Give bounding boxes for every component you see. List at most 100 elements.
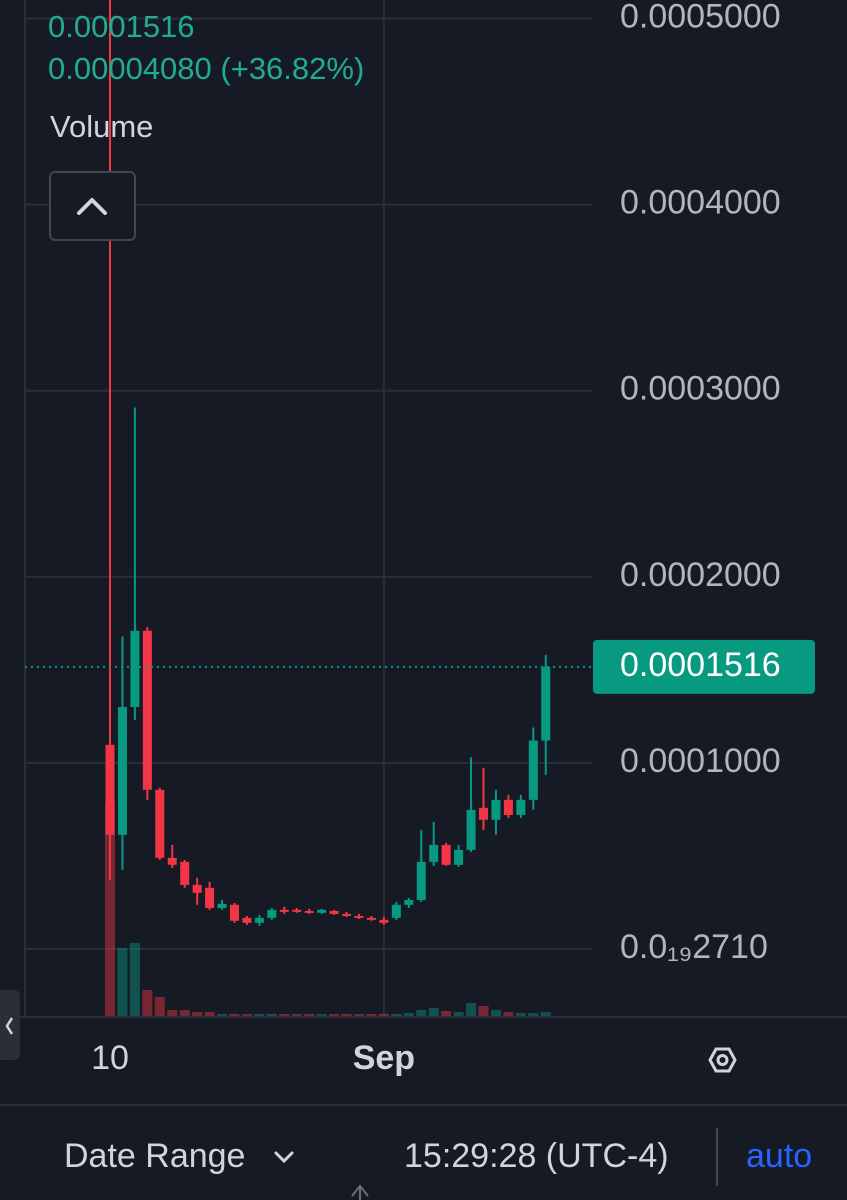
volume-bar — [354, 1014, 364, 1017]
volume-bar — [105, 802, 115, 1017]
volume-bar — [329, 1014, 340, 1017]
volume-bar — [117, 948, 128, 1017]
volume-bar — [192, 1012, 203, 1017]
volume-bar — [428, 1008, 439, 1017]
candle-body — [180, 861, 190, 885]
candle-body — [466, 809, 476, 850]
candle-body — [279, 909, 289, 912]
x-tick-label: Sep — [353, 1039, 415, 1077]
last-price-label: 0.0001516 — [620, 646, 781, 684]
volume-pane — [105, 802, 551, 1017]
candle-body — [230, 904, 239, 921]
volume-bar — [154, 997, 165, 1017]
collapse-button[interactable] — [49, 171, 136, 241]
volume-bar — [167, 1010, 178, 1017]
candle-body — [366, 917, 376, 920]
candle-body — [379, 919, 389, 923]
candle-body — [192, 884, 202, 893]
candle-body — [130, 630, 140, 708]
header-change: 0.00004080 (+36.82%) — [48, 51, 364, 86]
candle-body — [528, 740, 538, 800]
volume-bar — [416, 1010, 427, 1017]
volume-bar — [540, 1012, 551, 1017]
y-tick-label: 0.0004000 — [620, 184, 781, 222]
candle-body — [541, 666, 551, 741]
volume-bar — [341, 1014, 352, 1017]
volume-bar — [142, 990, 153, 1017]
volume-label: Volume — [50, 109, 153, 144]
volume-bar — [129, 943, 140, 1017]
volume-bar — [179, 1010, 190, 1017]
date-range-button[interactable]: Date Range — [64, 1137, 245, 1175]
collapse-button-frame[interactable] — [49, 171, 136, 241]
volume-bar — [217, 1014, 228, 1017]
side-tab[interactable] — [0, 990, 20, 1060]
candle-body — [155, 789, 165, 858]
y-tick-label: 0.0001000 — [620, 742, 781, 780]
candle-body — [292, 909, 302, 912]
candle-body — [416, 861, 426, 900]
volume-bar — [466, 1003, 477, 1017]
candle-body — [304, 910, 314, 913]
volume-bar — [515, 1013, 526, 1017]
candle-body — [479, 807, 488, 820]
volume-bar — [316, 1014, 327, 1017]
axes: 0.0₁₉2710 0.0001000 0.0002000 0.0003000 0.00… — [25, 0, 815, 1077]
y-tick-label: 0.0003000 — [620, 370, 781, 408]
candle-body — [454, 849, 464, 865]
candle-body — [317, 909, 327, 913]
candles — [105, 0, 551, 926]
volume-bar — [254, 1014, 265, 1017]
dropdown-icon — [274, 1151, 294, 1164]
volume-bar — [291, 1014, 302, 1017]
candle-body — [441, 844, 451, 865]
volume-bar — [378, 1014, 389, 1017]
candle-body — [391, 904, 401, 918]
candle-body — [354, 915, 364, 918]
volume-bar — [528, 1013, 539, 1017]
y-tick-label: 0.0₁₉2710 — [620, 928, 768, 966]
settings-icon-center — [716, 1054, 729, 1066]
candle-body — [205, 887, 215, 908]
chevron-up-icon — [77, 198, 107, 215]
candle-body — [242, 917, 252, 923]
volume-bar — [241, 1014, 252, 1017]
candle-body — [254, 917, 264, 923]
volume-bar — [503, 1012, 514, 1017]
volume-bar — [441, 1011, 452, 1017]
y-tick-label: 0.0002000 — [620, 556, 781, 594]
scroll-icon — [351, 1184, 369, 1200]
candle-body — [342, 913, 352, 916]
clock: 15:29:28 (UTC-4) — [404, 1137, 669, 1175]
candle-body — [516, 799, 526, 815]
candle-body — [142, 630, 152, 790]
last-price-box — [593, 639, 815, 694]
volume-bar — [266, 1014, 277, 1017]
candle-body — [105, 744, 115, 835]
candle-body — [491, 799, 501, 820]
candle-body — [267, 909, 277, 918]
volume-bar — [478, 1006, 489, 1017]
side-tab-frame[interactable] — [0, 990, 20, 1060]
candle-body — [429, 844, 439, 862]
volume-bar — [490, 1010, 501, 1017]
volume-bar — [403, 1013, 414, 1017]
auto-scale-button[interactable]: auto — [746, 1137, 812, 1175]
candle-body — [167, 857, 177, 865]
candle-body — [503, 799, 513, 815]
settings-icon[interactable] — [708, 1047, 737, 1073]
candle-body — [117, 707, 127, 835]
candle-body — [217, 903, 227, 908]
y-tick-label: 0.0005000 — [620, 0, 781, 36]
volume-bar — [229, 1014, 240, 1017]
volume-bar — [204, 1012, 215, 1017]
candle-body — [329, 910, 339, 914]
chevron-left-icon — [5, 1017, 14, 1035]
volume-bar — [391, 1014, 402, 1017]
volume-bar — [279, 1014, 290, 1017]
volume-bar — [304, 1014, 315, 1017]
candle-body — [404, 899, 414, 905]
